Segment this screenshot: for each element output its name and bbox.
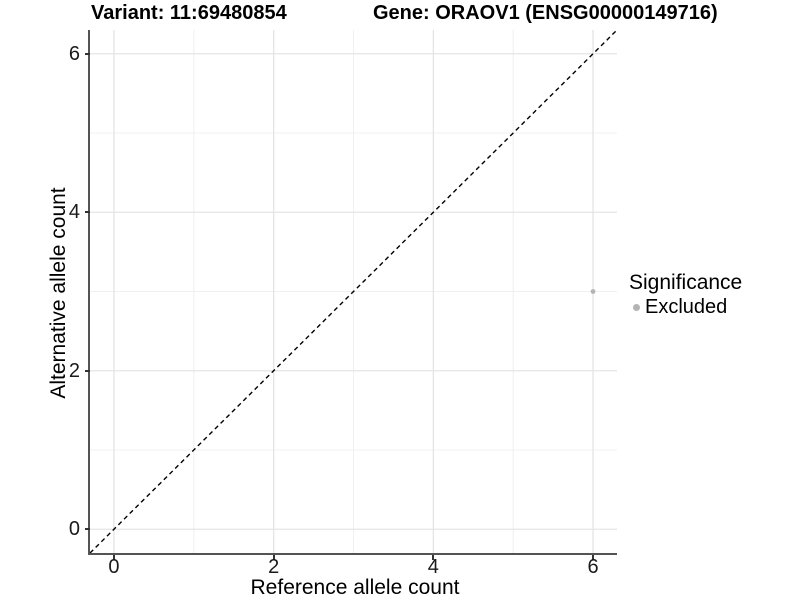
- x-axis-tick-mark: [592, 555, 595, 560]
- x-axis-tick-mark: [272, 555, 275, 560]
- data-point: [590, 289, 596, 294]
- y-axis-title: Alternative allele count: [47, 187, 70, 399]
- plot-canvas: [90, 30, 617, 553]
- x-axis-tick-label: 2: [268, 556, 280, 578]
- x-axis-title: Reference allele count: [250, 576, 460, 599]
- plot-panel: [88, 30, 617, 555]
- y-axis-tick-label: 6: [68, 42, 80, 65]
- legend: Significance Excluded: [629, 271, 743, 318]
- y-axis-tick-mark: [85, 528, 90, 531]
- legend-item-excluded: Excluded: [629, 297, 742, 317]
- legend-title: Significance: [629, 271, 743, 294]
- y-axis-tick-label: 0: [68, 518, 80, 541]
- y-axis-tick-mark: [85, 211, 90, 214]
- x-axis-tick-mark: [112, 555, 115, 560]
- x-axis-tick-mark: [432, 555, 435, 560]
- y-axis-tick-label: 4: [68, 201, 80, 224]
- x-axis-tick-label: 6: [587, 556, 599, 578]
- plot-title-variant: Variant: 11:69480854: [91, 2, 287, 24]
- identity-line: [90, 30, 617, 553]
- legend-key-dot-icon: [633, 303, 640, 311]
- y-axis-tick-mark: [85, 52, 90, 55]
- legend-item-label: Excluded: [645, 296, 728, 318]
- y-axis-tick-label: 2: [68, 359, 80, 382]
- x-axis-tick-label: 0: [108, 556, 120, 578]
- y-axis-tick-mark: [85, 369, 90, 372]
- x-axis-tick-label: 4: [427, 556, 439, 578]
- plot-title-gene: Gene: ORAOV1 (ENSG00000149716): [373, 2, 718, 24]
